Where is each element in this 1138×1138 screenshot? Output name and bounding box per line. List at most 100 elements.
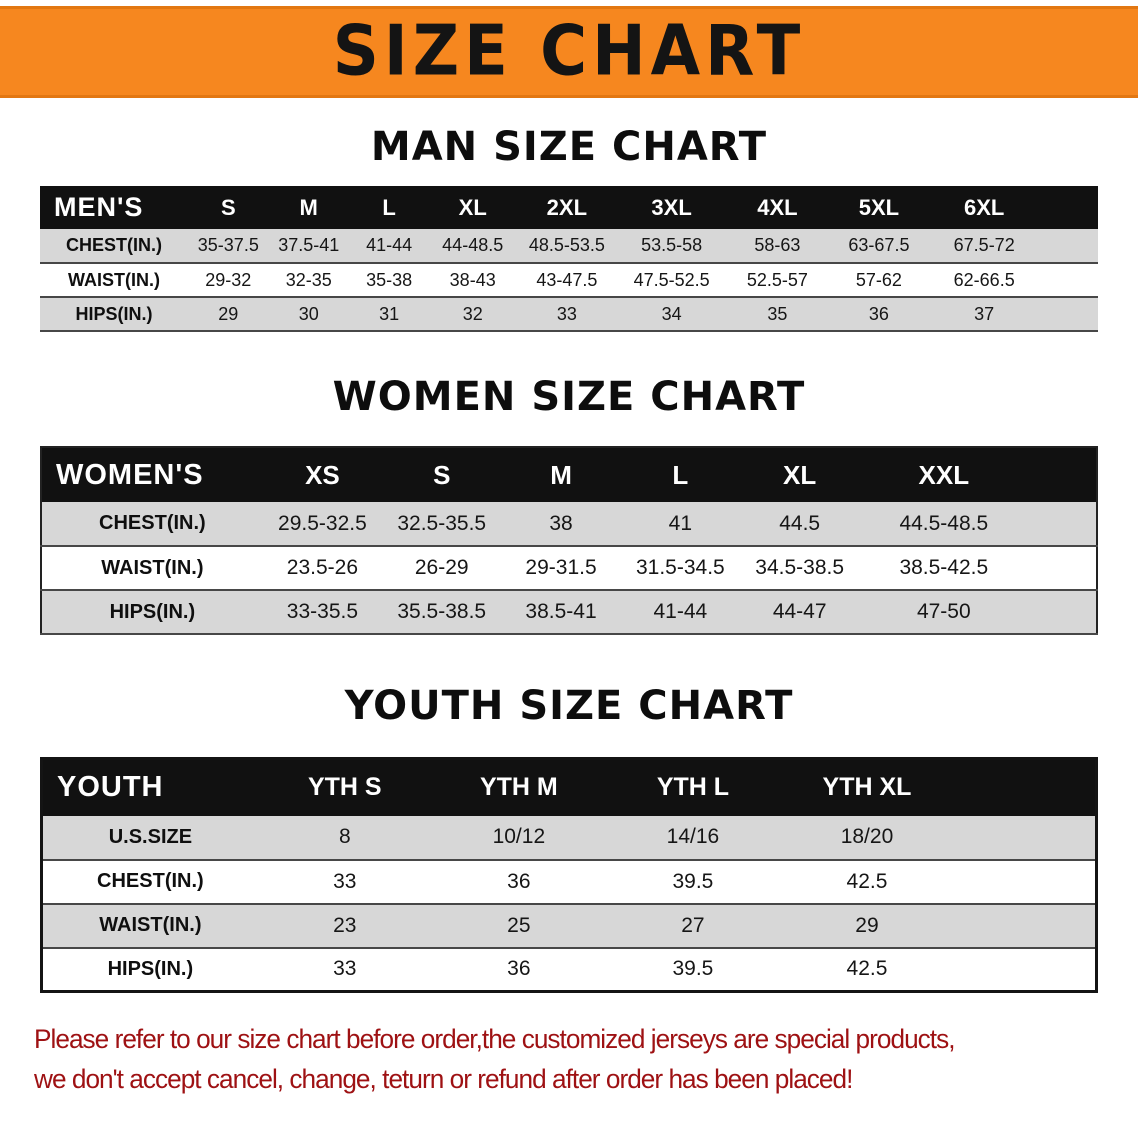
disclaimer: Please refer to our size chart before or… [0, 1019, 1138, 1099]
size-column-header: 6XL [928, 186, 1040, 229]
row-label-cell: HIPS(IN.) [41, 590, 263, 635]
size-value-cell: 67.5-72 [928, 229, 1040, 264]
women-section-heading: WOMEN SIZE CHART [332, 374, 806, 420]
size-value-cell: 38 [501, 502, 621, 547]
measurement-row: WAIST(IN.) 29-32 32-35 35-38 38-43 43-47.5 47.… [40, 263, 1098, 298]
size-column-header: YTH XL [779, 758, 955, 816]
size-value-cell: 41 [620, 502, 741, 547]
measurement-row: WAIST(IN.) 23 25 27 29 [41, 903, 1097, 949]
disclaimer-line-1: Please refer to our size chart before or… [34, 1024, 956, 1054]
size-value-cell: 41-44 [348, 229, 430, 264]
table-header-row: YOUTH YTH S YTH M YTH L YTH XL [41, 758, 1097, 816]
size-value-cell: 32-35 [268, 263, 349, 298]
size-value-cell: 44-48.5 [429, 229, 517, 264]
size-value-cell: 35-37.5 [188, 229, 269, 264]
row-spacer-cell [954, 903, 1097, 949]
row-label-cell: CHEST(IN.) [40, 229, 189, 264]
row-label-cell: WAIST(IN.) [41, 903, 258, 949]
size-value-cell: 35-38 [348, 263, 430, 298]
women-size-table: WOMEN'S XS S M L XL XXL CHEST(IN.) 29.5-32.5 32.5… [40, 446, 1098, 635]
table-header-row: WOMEN'S XS S M L XL XXL [41, 447, 1097, 502]
row-spacer-cell [954, 947, 1097, 993]
size-value-cell: 27 [605, 903, 780, 949]
size-column-header: YTH S [257, 758, 432, 816]
size-value-cell: 62-66.5 [928, 263, 1040, 298]
size-value-cell: 53.5-58 [617, 229, 726, 264]
table-title-cell: MEN'S [40, 186, 189, 229]
measurement-row: HIPS(IN.) 33 36 39.5 42.5 [41, 947, 1097, 993]
row-spacer-cell [954, 859, 1097, 905]
size-value-cell: 33 [257, 859, 432, 905]
size-value-cell: 32.5-35.5 [382, 502, 502, 547]
row-spacer-cell [954, 815, 1097, 861]
size-value-cell: 57-62 [829, 263, 929, 298]
size-value-cell: 52.5-57 [725, 263, 830, 298]
row-label-cell: WAIST(IN.) [40, 263, 189, 298]
size-column-header: YTH M [431, 758, 606, 816]
header-spacer-cell [1028, 447, 1097, 502]
size-value-cell: 47.5-52.5 [617, 263, 726, 298]
size-value-cell: 32 [429, 297, 517, 332]
size-value-cell: 14/16 [605, 815, 780, 861]
size-column-header: S [188, 186, 269, 229]
size-value-cell: 29 [188, 297, 269, 332]
size-value-cell: 37 [928, 297, 1040, 332]
size-value-cell: 8 [257, 815, 432, 861]
men-size-section: MAN SIZE CHART MEN'S S M L XL 2XL 3XL 4XL 5XL 6XL… [0, 124, 1138, 332]
size-value-cell: 29-32 [188, 263, 269, 298]
size-value-cell: 42.5 [779, 859, 955, 905]
youth-size-table: YOUTH YTH S YTH M YTH L YTH XL U.S.SIZE 8 10/12… [40, 757, 1098, 993]
size-value-cell: 33 [516, 297, 618, 332]
row-label-cell: CHEST(IN.) [41, 502, 263, 547]
size-value-cell: 39.5 [605, 947, 780, 993]
size-value-cell: 35 [725, 297, 830, 332]
size-column-header: XS [262, 447, 383, 502]
size-value-cell: 43-47.5 [516, 263, 618, 298]
row-label-cell: WAIST(IN.) [41, 546, 263, 591]
size-value-cell: 33-35.5 [262, 590, 383, 635]
measurement-row: CHEST(IN.) 29.5-32.5 32.5-35.5 38 41 44.5 44.5… [41, 502, 1097, 547]
table-title-cell: YOUTH [41, 758, 258, 816]
men-section-heading: MAN SIZE CHART [370, 124, 768, 170]
table-title-cell: WOMEN'S [41, 447, 263, 502]
row-label-cell: HIPS(IN.) [41, 947, 258, 993]
measurement-row: CHEST(IN.) 35-37.5 37.5-41 41-44 44-48.5 48.5… [40, 229, 1098, 264]
size-value-cell: 58-63 [725, 229, 830, 264]
size-column-header: XL [429, 186, 517, 229]
size-value-cell: 10/12 [431, 815, 606, 861]
size-value-cell: 23.5-26 [262, 546, 383, 591]
size-value-cell: 31 [348, 297, 430, 332]
size-value-cell: 36 [431, 859, 606, 905]
size-column-header: 4XL [725, 186, 830, 229]
measurement-row: HIPS(IN.) 29 30 31 32 33 34 35 36 37 [40, 297, 1098, 332]
row-label-cell: CHEST(IN.) [41, 859, 258, 905]
size-value-cell: 37.5-41 [268, 229, 349, 264]
size-value-cell: 23 [257, 903, 432, 949]
measurement-row: CHEST(IN.) 33 36 39.5 42.5 [41, 859, 1097, 905]
size-value-cell: 47-50 [859, 590, 1029, 635]
size-column-header: XXL [859, 447, 1029, 502]
row-spacer-cell [1028, 502, 1097, 547]
size-value-cell: 31.5-34.5 [620, 546, 741, 591]
youth-size-section: YOUTH SIZE CHART YOUTH YTH S YTH M YTH L YTH… [0, 683, 1138, 993]
header-spacer-cell [1039, 186, 1098, 229]
size-value-cell: 29-31.5 [501, 546, 621, 591]
size-column-header: 5XL [829, 186, 929, 229]
size-value-cell: 33 [257, 947, 432, 993]
size-column-header: 2XL [516, 186, 618, 229]
row-label-cell: HIPS(IN.) [40, 297, 189, 332]
size-value-cell: 35.5-38.5 [382, 590, 502, 635]
size-column-header: L [348, 186, 430, 229]
table-header-row: MEN'S S M L XL 2XL 3XL 4XL 5XL 6XL [40, 186, 1098, 229]
size-value-cell: 29.5-32.5 [262, 502, 383, 547]
size-column-header: XL [740, 447, 860, 502]
youth-section-heading: YOUTH SIZE CHART [344, 683, 794, 729]
size-column-header: M [501, 447, 621, 502]
size-value-cell: 63-67.5 [829, 229, 929, 264]
size-column-header: 3XL [617, 186, 726, 229]
men-size-table: MEN'S S M L XL 2XL 3XL 4XL 5XL 6XL CHEST(IN.) 35-37… [40, 186, 1098, 332]
size-value-cell: 44-47 [740, 590, 860, 635]
size-value-cell: 26-29 [382, 546, 502, 591]
size-value-cell: 30 [268, 297, 349, 332]
size-value-cell: 18/20 [779, 815, 955, 861]
